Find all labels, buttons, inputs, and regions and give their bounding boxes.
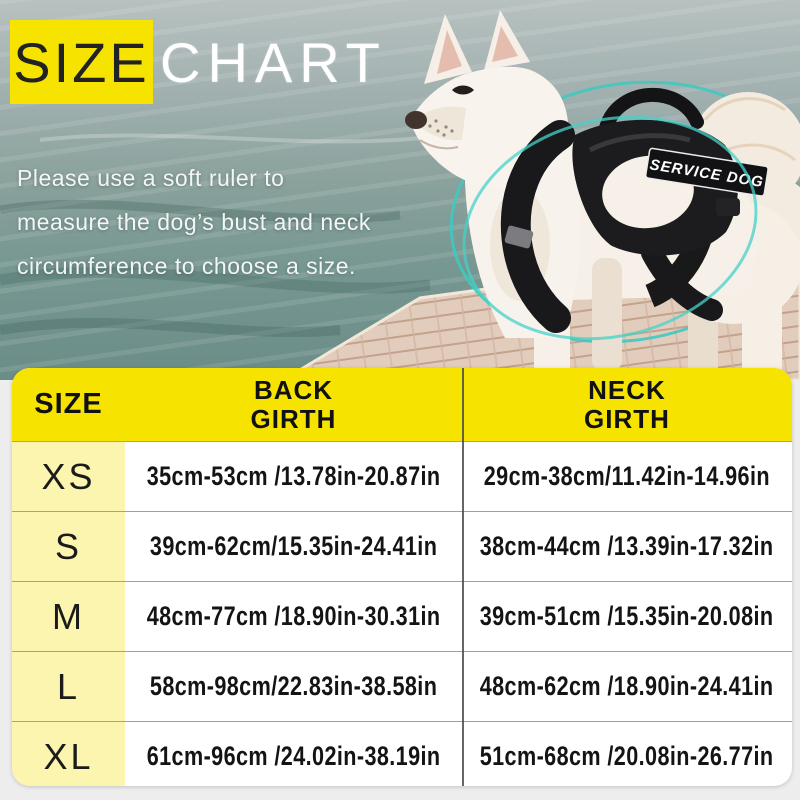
instruction-line: circumference to choose a size. [17, 253, 356, 279]
page-title-highlight: SIZE [13, 30, 150, 94]
back-girth-cell: 35cm-53cm /13.78in-20.87in [146, 461, 441, 491]
size-cell: M [12, 582, 125, 651]
size-table: SIZE BACK GIRTH NECK GIRTH XS 35cm-53cm … [12, 368, 792, 786]
size-cell: XS [12, 442, 125, 511]
neck-girth-cell: 39cm-51cm /15.35in-20.08in [480, 601, 774, 631]
title-highlight-box: SIZE [10, 20, 153, 104]
instruction-line: measure the dog’s bust and neck [17, 209, 371, 235]
highlight-ring-front [462, 115, 758, 341]
dog-nose [405, 111, 427, 129]
neck-girth-cell: 29cm-38cm/11.42in-14.96in [483, 461, 771, 491]
back-girth-cell: 48cm-77cm /18.90in-30.31in [146, 601, 441, 631]
table-row-l: L 58cm-98cm/22.83in-38.58in 48cm-62cm /1… [12, 651, 792, 721]
hero-photo: SERVICE DOG SIZE CHART Please use a soft… [0, 0, 800, 380]
back-girth-cell: 39cm-62cm/15.35in-24.41in [149, 531, 438, 561]
table-row-xs: XS 35cm-53cm /13.78in-20.87in 29cm-38cm/… [12, 441, 792, 511]
harness-handle [599, 87, 704, 135]
table-row-m: M 48cm-77cm /18.90in-30.31in 39cm-51cm /… [12, 581, 792, 651]
back-girth-cell: 58cm-98cm/22.83in-38.58in [149, 671, 438, 701]
size-cell: L [12, 652, 125, 721]
measure-instructions: Please use a soft ruler to measure the d… [17, 156, 371, 288]
header-size: SIZE [34, 388, 103, 420]
size-cell: S [12, 512, 125, 581]
neck-girth-cell: 38cm-44cm /13.39in-17.32in [480, 531, 774, 561]
neck-girth-cell: 48cm-62cm /18.90in-24.41in [480, 671, 774, 701]
muzzle-speckles [428, 119, 454, 137]
harness-buckle [504, 225, 534, 249]
dog-harness: SERVICE DOG [500, 87, 769, 333]
back-girth-cell: 61cm-96cm /24.02in-38.19in [146, 741, 441, 771]
size-cell: XL [12, 722, 125, 786]
neck-girth-cell: 51cm-68cm /20.08in-26.77in [480, 741, 774, 771]
wave-lines [0, 133, 431, 338]
highlight-ring-back [449, 80, 800, 344]
header-back-girth: BACK GIRTH [250, 374, 337, 434]
dog-photo-illustration: SERVICE DOG [0, 10, 800, 380]
header-neck-girth: NECK GIRTH [584, 374, 670, 434]
table-row-xl: XL 61cm-96cm /24.02in-38.19in 51cm-68cm … [12, 721, 792, 786]
dog-eye [452, 85, 474, 95]
page-title-rest: CHART [160, 30, 387, 94]
harness-clip [716, 198, 740, 216]
instruction-line: Please use a soft ruler to [17, 165, 285, 191]
table-header-row: SIZE BACK GIRTH NECK GIRTH [12, 368, 792, 441]
table-row-s: S 39cm-62cm/15.35in-24.41in 38cm-44cm /1… [12, 511, 792, 581]
